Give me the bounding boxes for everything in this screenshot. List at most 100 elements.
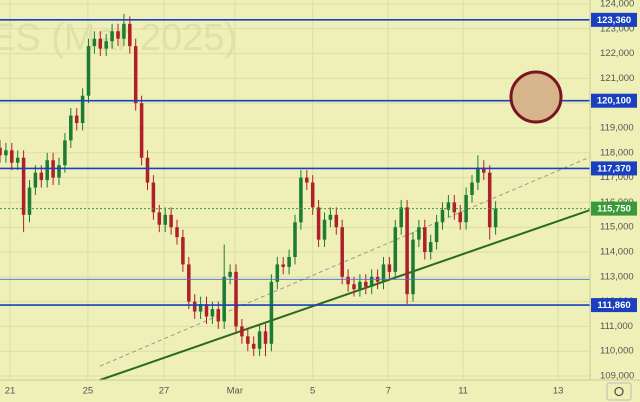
candle-body [98, 38, 103, 49]
candle-body [187, 264, 191, 302]
candle-body [0, 147, 2, 156]
level-label: 111,860 [597, 300, 630, 311]
candle-body [334, 214, 339, 228]
candle-body [417, 227, 421, 240]
candle-body [487, 172, 492, 228]
candle-body [287, 256, 291, 267]
candle-body [10, 150, 14, 163]
candle-body [381, 264, 386, 282]
candle-body [369, 276, 374, 287]
y-tick-label: 122,000 [600, 48, 634, 59]
candle-body [310, 182, 315, 208]
candle-body [358, 281, 362, 290]
candle-body [269, 281, 274, 344]
candle-body [493, 208, 498, 228]
candle-body [305, 177, 309, 183]
plot [0, 13, 591, 381]
candle-body [80, 95, 85, 124]
level-label: 117,370 [597, 163, 631, 174]
candle-body [476, 167, 480, 183]
candle-body [163, 214, 167, 225]
level-label-box [591, 93, 637, 108]
candle-body [364, 281, 368, 287]
x-tick-label: Mar [227, 386, 243, 397]
y-tick-label: 118,000 [600, 147, 634, 158]
candle-body [440, 209, 445, 223]
x-tick-label: 11 [458, 386, 468, 397]
candle-body [181, 237, 185, 265]
candle-body [263, 331, 268, 344]
candle-body [204, 304, 209, 317]
trendline [99, 209, 591, 381]
highlight-circle [509, 70, 563, 124]
settings-icon [614, 386, 624, 397]
candle-body [33, 172, 38, 188]
candle-body [175, 227, 179, 238]
level-label-box [591, 298, 637, 313]
candle-body [139, 103, 144, 158]
y-tick-label: 123,000 [600, 23, 634, 34]
x-tick-label: 25 [83, 386, 94, 397]
candle-body [328, 214, 333, 220]
y-tick-label: 114,000 [600, 247, 634, 258]
candle-body [110, 31, 114, 42]
candle-body [322, 219, 327, 240]
x-tick-label: 21 [5, 386, 16, 397]
candle-body [4, 150, 8, 156]
candle-body [387, 264, 392, 272]
candle-body [257, 331, 262, 349]
y-tick-label: 124,000 [600, 0, 634, 9]
candle-body [281, 264, 285, 267]
x-tick-label: 13 [553, 386, 564, 397]
level-label-box [591, 201, 637, 216]
candle-body [352, 284, 356, 290]
candle-body [74, 115, 79, 124]
candle-body [116, 31, 120, 39]
candle-body [57, 165, 61, 178]
candle-body [27, 187, 32, 215]
candle-body [316, 207, 321, 240]
y-tick-label: 109,000 [600, 371, 634, 382]
candle-body [275, 264, 280, 282]
candle-body [246, 336, 250, 344]
candle-body [446, 202, 451, 210]
candle-body [458, 212, 462, 223]
candle-body [157, 212, 162, 225]
candle-body [216, 309, 221, 322]
level-label: 120,100 [597, 96, 631, 107]
candle-body [240, 326, 244, 337]
candle-body [169, 214, 173, 228]
candle-body [293, 222, 297, 257]
candle-body [21, 157, 26, 215]
candle-body [482, 167, 486, 173]
axis-labels: 109,000110,000111,000112,000113,000114,0… [5, 0, 637, 397]
candle-body [452, 202, 457, 213]
candle-body [145, 157, 150, 183]
candle-body [428, 242, 433, 253]
x-tick-label: 27 [159, 386, 170, 397]
candle-body [133, 46, 138, 104]
candle-body [399, 207, 403, 228]
candle-body [210, 309, 215, 317]
candle-body [86, 46, 91, 96]
candle-body [45, 160, 49, 181]
candle-body [39, 172, 44, 181]
candle-body [464, 194, 468, 223]
settings-button[interactable] [606, 382, 632, 401]
x-tick-label: 7 [386, 386, 391, 397]
level-label-box [591, 12, 637, 27]
candle-body [128, 23, 132, 47]
candle-body [192, 301, 197, 312]
y-tick-label: 121,000 [600, 73, 634, 84]
candle-body [151, 182, 156, 213]
candle-body [63, 140, 67, 166]
level-label: 115,750 [597, 204, 631, 215]
y-tick-label: 110,000 [600, 346, 634, 357]
candle-body [434, 222, 439, 243]
y-tick-label: 119,000 [600, 123, 634, 134]
candle-body [423, 227, 427, 253]
candle-body [92, 38, 97, 47]
candle-body [346, 276, 350, 285]
